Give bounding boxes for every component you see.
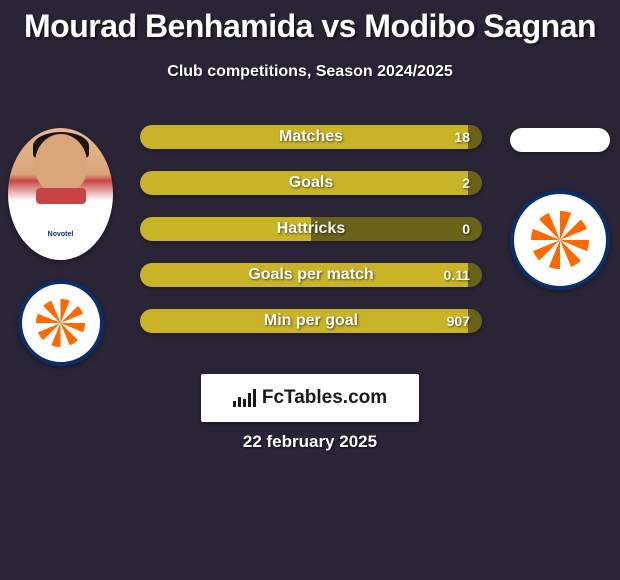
footer-brand-text: FcTables.com (262, 387, 387, 409)
subtitle: Club competitions, Season 2024/2025 (0, 63, 620, 81)
stat-right-value: 18 (454, 129, 470, 145)
stat-right-value: 907 (447, 313, 470, 329)
player-left-headshot: Novotel (8, 128, 113, 260)
player-right-club-badge (510, 190, 610, 290)
footer-date: 22 february 2025 (0, 432, 620, 452)
stat-fill (140, 309, 468, 333)
player-right-placeholder (510, 128, 610, 152)
footer-brand-box: FcTables.com (201, 374, 419, 422)
headshot-face (35, 134, 87, 192)
stat-right-value: 0 (462, 221, 470, 237)
stat-row-min-per-goal: Min per goal 907 (140, 309, 482, 333)
player-left-club-badge (18, 280, 104, 366)
stat-fill (140, 171, 468, 195)
player-left-column: Novotel (8, 128, 113, 366)
stat-fill (140, 125, 468, 149)
stat-right-value: 2 (462, 175, 470, 191)
headshot-collar (36, 188, 86, 204)
stat-row-hattricks: Hattricks 0 (140, 217, 482, 241)
stat-row-goals: Goals 2 (140, 171, 482, 195)
bar-chart-icon (233, 389, 256, 407)
jersey-sponsor: Novotel (46, 231, 76, 238)
page-title: Mourad Benhamida vs Modibo Sagnan (0, 0, 620, 45)
club-badge-inner (531, 211, 588, 268)
club-badge-inner (36, 299, 84, 347)
player-right-column (510, 128, 610, 290)
stats-bars: Matches 18 Goals 2 Hattricks 0 Goals per… (140, 125, 482, 333)
stat-fill (140, 217, 311, 241)
stat-row-matches: Matches 18 (140, 125, 482, 149)
stat-row-goals-per-match: Goals per match 0.11 (140, 263, 482, 287)
stat-right-value: 0.11 (444, 267, 470, 283)
stat-fill (140, 263, 468, 287)
